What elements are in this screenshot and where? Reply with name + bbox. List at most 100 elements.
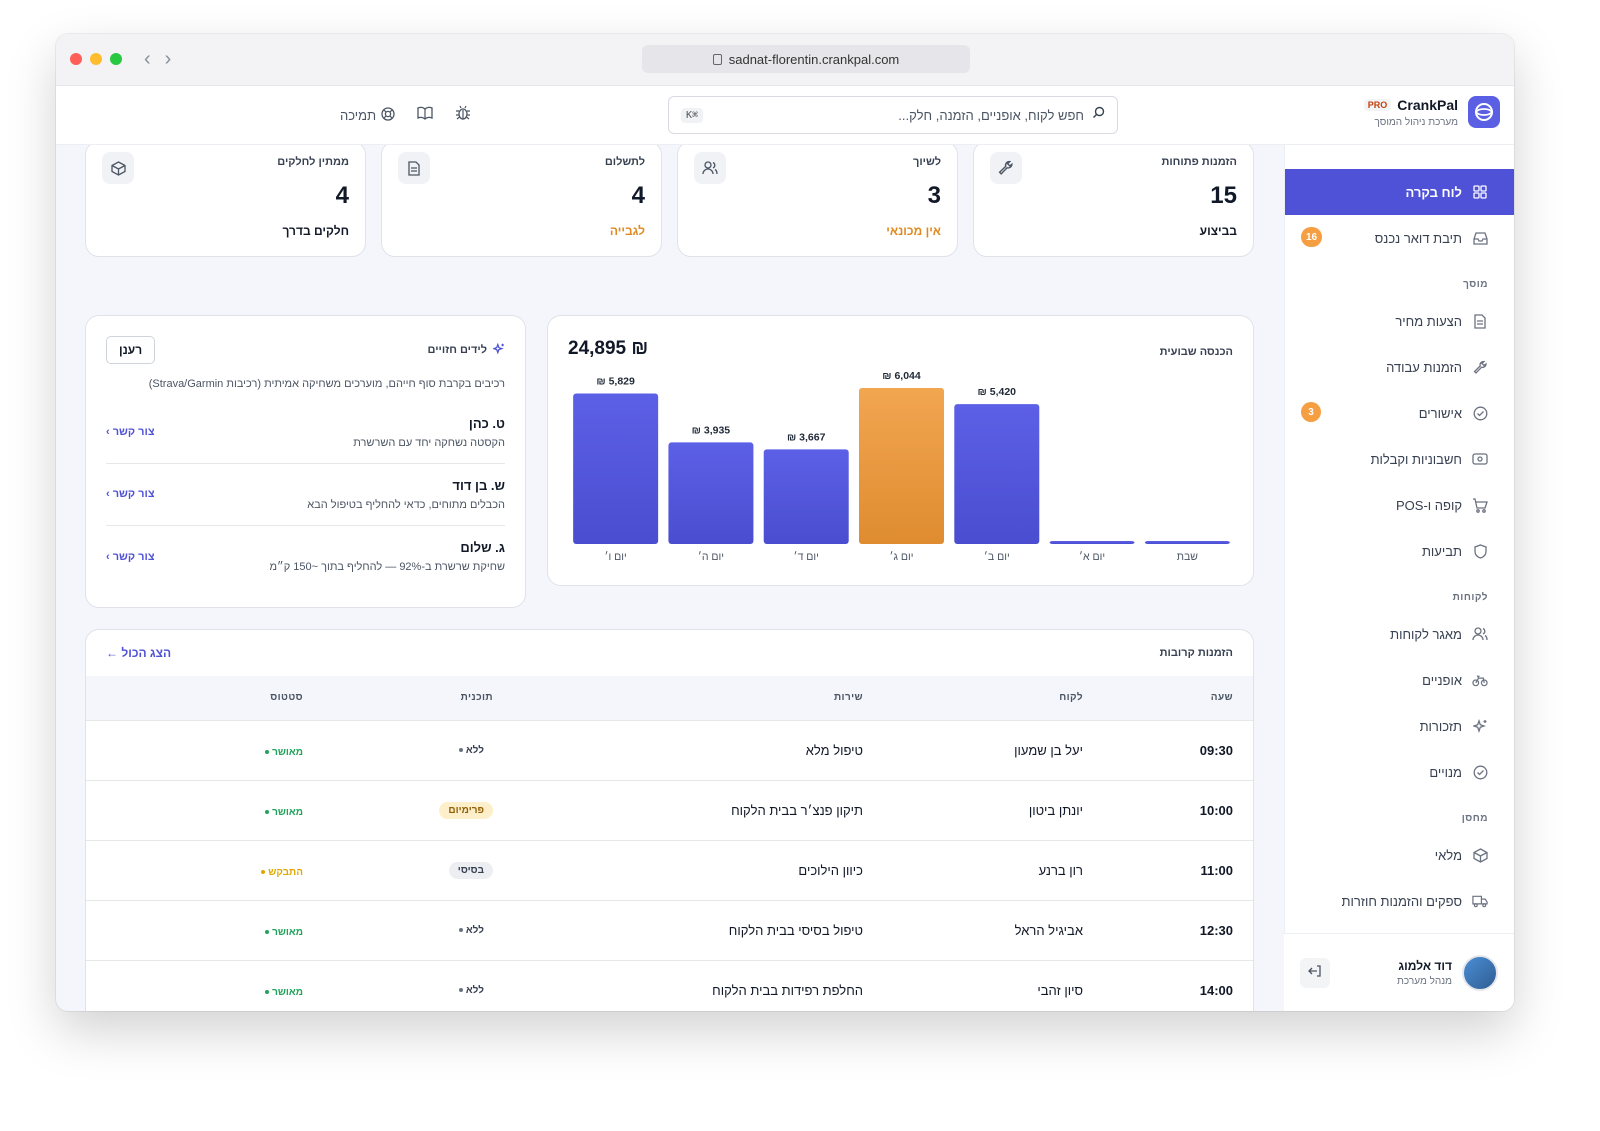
table-row[interactable]: 14:00 סיון זהבי החלפת רפידות בבית הלקוח ללא… <box>86 960 1253 1011</box>
chart-bar[interactable] <box>1144 541 1230 544</box>
support-button[interactable]: תמיכה <box>340 107 395 124</box>
search-shortcut: ⌘K <box>681 107 704 123</box>
wrench-icon <box>990 152 1022 184</box>
cell-status: מאושר <box>86 720 323 781</box>
upcoming-orders-table: שעה לקוח שירות תוכנית סטטוס 09:30 יעל בן … <box>86 676 1253 1011</box>
sidebar-item-claims[interactable]: תביעות <box>1285 528 1514 574</box>
cell-customer: יעל בן שמעון <box>883 720 1103 781</box>
kpi-card-awaiting-parts[interactable]: ממתין לחלקים 4 חלקים בדרך <box>85 145 366 257</box>
browser-window: ‹ › sadnat-florentin.crankpal.com PRO Cr… <box>56 34 1514 1011</box>
status-label: מאושר <box>272 926 303 938</box>
global-search[interactable]: חפש לקוח, אופניים, הזמנה, חלק... ⌘K <box>668 96 1118 134</box>
table-row[interactable]: 11:00 רון ברנע כיוון הילוכים בסיסי התבקש <box>86 840 1253 901</box>
leads-title: לידים חזויים <box>427 344 487 356</box>
cell-status: מאושר <box>86 780 323 841</box>
lead-name: ג. שלום <box>460 540 505 556</box>
kpi-value: 4 <box>335 182 349 209</box>
contact-link[interactable]: צור קשר › <box>106 550 155 563</box>
kpi-card-unassigned[interactable]: לשיוך 3 אין מכונאי <box>677 145 958 257</box>
contact-link[interactable]: צור קשר › <box>106 488 155 501</box>
chart-bar[interactable] <box>1049 541 1135 544</box>
table-row[interactable]: 12:30 אביגיל הראל טיפול בסיסי בבית הלקוח לל… <box>86 900 1253 961</box>
view-all-link[interactable]: הצג הכול ← <box>106 646 172 660</box>
sidebar-item-reminders[interactable]: תזכורות <box>1285 703 1514 749</box>
sidebar-item-inventory[interactable]: מלאי <box>1285 832 1514 878</box>
user-role: מנהל מערכת <box>1397 975 1452 987</box>
bar-value-label: ₪ 5,829 <box>596 376 635 388</box>
current-user[interactable]: דוד אלמוג מנהל מערכת <box>1284 933 1514 1011</box>
table-row[interactable]: 09:30 יעל בן שמעון טיפול מלא ללא מאושר <box>86 720 1253 781</box>
weekly-revenue-card: ₪ 5,829 יום ו׳ ₪ 3,935 יום ה׳ ₪ 3,667 יום ד׳ ₪… <box>547 315 1254 586</box>
brand[interactable]: PRO CrankPal מערכת ניהול המוסך <box>1363 96 1500 128</box>
sidebar-item-work-orders[interactable]: הזמנות עבודה <box>1285 344 1514 390</box>
users-icon <box>694 152 726 184</box>
cell-service: טיפול בסיסי בבית הלקוח <box>513 900 883 961</box>
search-input[interactable]: חפש לקוח, אופניים, הזמנה, חלק... <box>898 107 1084 123</box>
inbox-icon <box>1472 230 1488 246</box>
sidebar-item-approvals[interactable]: אישורים 3 <box>1285 390 1514 436</box>
maximize-window-button[interactable] <box>110 53 122 65</box>
cell-time: 09:30 <box>1103 720 1253 781</box>
cell-service: טיפול מלא <box>513 720 883 781</box>
kpi-card-payment[interactable]: לתשלום 4 לגבייה <box>381 145 662 257</box>
cart-icon <box>1472 497 1488 513</box>
sidebar-item-customers[interactable]: מאגר לקוחות <box>1285 611 1514 657</box>
sidebar-item-quotes[interactable]: הצעות מחיר <box>1285 298 1514 344</box>
sparkle-icon <box>1472 718 1488 734</box>
logo-icon <box>1468 96 1500 128</box>
cell-plan: ללא <box>323 720 513 781</box>
x-tick-label: יום א׳ <box>1079 551 1105 563</box>
chart-bar[interactable] <box>668 442 754 544</box>
user-name: דוד אלמוג <box>1398 958 1452 973</box>
kpi-card-open-orders[interactable]: הזמנות פתוחות 15 בביצוע <box>973 145 1254 257</box>
search-icon <box>1092 106 1105 124</box>
browser-nav: ‹ › <box>144 48 171 71</box>
plan-badge: ללא <box>446 742 493 759</box>
logout-button[interactable] <box>1300 958 1330 988</box>
bug-icon[interactable] <box>455 105 471 126</box>
kpi-value: 15 <box>1210 182 1237 209</box>
sidebar-item-invoices[interactable]: חשבוניות וקבלות <box>1285 436 1514 482</box>
page-icon <box>712 53 722 65</box>
status-label: מאושר <box>272 806 303 818</box>
sidebar-item-bikes[interactable]: אופניים <box>1285 657 1514 703</box>
status-badge: מאושר <box>261 987 303 998</box>
table-row[interactable]: 10:00 יונתן ביטון תיקון פנצ׳ר בבית הלקוח פר… <box>86 780 1253 841</box>
sidebar-item-subscriptions[interactable]: מנויים <box>1285 749 1514 795</box>
bar-value-label: ₪ 6,044 <box>882 370 921 382</box>
address-bar[interactable]: sadnat-florentin.crankpal.com <box>642 45 970 73</box>
forward-arrow-icon[interactable]: › <box>164 48 172 70</box>
upcoming-title: הזמנות קרובות <box>1159 647 1233 659</box>
refresh-button[interactable]: רענן <box>106 336 156 364</box>
sidebar-item-suppliers[interactable]: ספקים והזמנות חוזרות <box>1285 878 1514 924</box>
avatar <box>1462 954 1498 991</box>
column-header-plan[interactable]: תוכנית <box>323 676 513 721</box>
close-window-button[interactable] <box>70 53 82 65</box>
sidebar-item-label: קופה ו-POS <box>1396 497 1462 513</box>
cell-time: 10:00 <box>1103 780 1253 841</box>
chart-bar[interactable] <box>573 393 659 544</box>
x-tick-label: יום ג׳ <box>890 551 914 563</box>
sidebar-item-pos[interactable]: קופה ו-POS <box>1285 482 1514 528</box>
sidebar-item-label: מנויים <box>1429 764 1462 780</box>
column-header-customer[interactable]: לקוח <box>883 676 1103 721</box>
column-header-time[interactable]: שעה <box>1103 676 1253 721</box>
sidebar-item-label: אישורים <box>1418 405 1462 421</box>
book-icon[interactable] <box>417 106 433 125</box>
status-badge: מאושר <box>261 927 303 938</box>
contact-link[interactable]: צור קשר › <box>106 426 155 439</box>
back-arrow-icon[interactable]: ‹ <box>144 48 151 70</box>
chart-bar[interactable] <box>763 449 849 544</box>
column-header-status[interactable]: סטטוס <box>86 676 323 721</box>
column-header-service[interactable]: שירות <box>513 676 883 721</box>
sidebar-item-inbox[interactable]: תיבת דואר נכנס 16 <box>1285 215 1514 261</box>
cell-plan: בסיסי <box>323 840 513 901</box>
minimize-window-button[interactable] <box>90 53 102 65</box>
sidebar-item-dashboard[interactable]: לוח בקרה <box>1285 169 1514 215</box>
chart-bar[interactable] <box>859 388 944 544</box>
app-topbar: PRO CrankPal מערכת ניהול המוסך חפש לקוח,… <box>56 86 1514 145</box>
lead-item: ג. שלום שחיקת שרשרת ב-92% — להחליף בתוך … <box>106 526 505 588</box>
chart-bar[interactable] <box>954 404 1040 544</box>
plan-badge: ללא <box>446 982 493 999</box>
receipt-icon <box>1472 451 1488 467</box>
